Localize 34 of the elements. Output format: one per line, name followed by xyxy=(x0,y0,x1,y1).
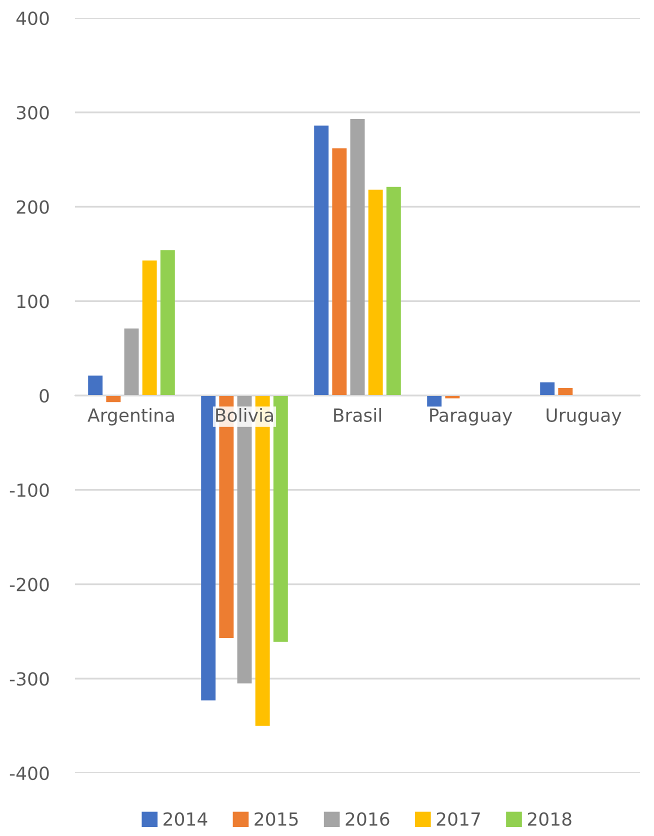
x-tick-label: Brasil xyxy=(334,408,381,422)
bar xyxy=(160,250,175,396)
bar xyxy=(314,126,329,396)
bar xyxy=(427,396,442,407)
legend-label: 2016 xyxy=(346,812,390,826)
bar xyxy=(332,148,347,396)
legend-label: 2014 xyxy=(164,812,208,826)
bar xyxy=(201,396,216,700)
x-tick-label: Uruguay xyxy=(546,408,622,426)
legend-label: 2017 xyxy=(436,812,480,826)
bar xyxy=(540,382,555,396)
bar xyxy=(558,388,573,396)
legend-label: 2018 xyxy=(528,812,572,826)
bar xyxy=(350,118,365,396)
bar xyxy=(88,376,103,396)
x-tick-label: Paraguay xyxy=(430,408,512,426)
x-tick-label: Bolivia xyxy=(216,408,273,422)
y-tick-label: 200 xyxy=(16,200,49,214)
bar xyxy=(368,190,383,396)
bar xyxy=(273,396,288,642)
y-tick-label: 400 xyxy=(16,11,49,26)
bar xyxy=(106,396,121,402)
bar xyxy=(124,328,139,396)
y-tick-label: -300 xyxy=(10,672,49,686)
y-tick-label: 0 xyxy=(40,388,49,403)
y-tick-label: 100 xyxy=(18,294,49,308)
bar xyxy=(142,260,157,396)
y-tick-label: 300 xyxy=(16,106,49,120)
y-tick-label: -400 xyxy=(10,766,49,780)
y-tick-label: -100 xyxy=(10,483,49,497)
y-tick-label: -200 xyxy=(10,578,49,592)
x-tick-label: Argentina xyxy=(88,408,174,426)
legend-label: 2015 xyxy=(254,812,298,826)
bar xyxy=(386,186,401,396)
